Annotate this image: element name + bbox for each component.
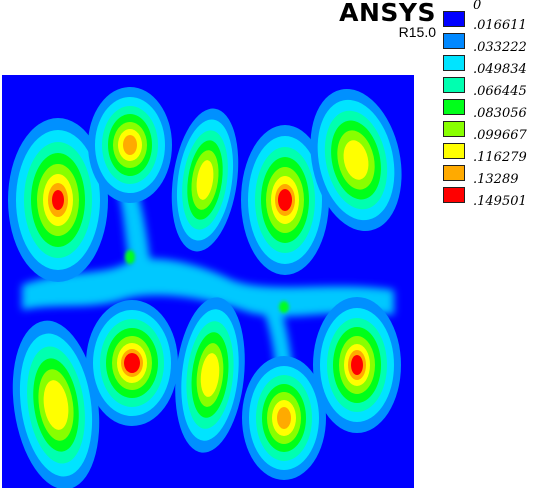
legend-entry: .149501 [443,180,538,209]
contour-blob [242,356,326,480]
legend-label: .13289 [473,172,519,187]
legend-label: .033222 [473,40,527,55]
legend-label: .116279 [473,150,527,165]
legend-swatch [443,99,465,115]
contour-blob [175,297,245,453]
legend-swatch [443,11,465,27]
legend-entry: .049834 [443,48,538,77]
legend-entry: .033222 [443,26,538,55]
contour-legend: 0 .016611 .033222 .049834 .066445 .08305… [443,0,538,209]
legend-label: 0 [473,0,482,13]
legend-label: .083056 [473,106,527,121]
legend-entry: .066445 [443,70,538,99]
version-label: R15.0 [398,24,436,40]
contour-plot [2,75,414,488]
legend-swatch [443,143,465,159]
legend-entry: .13289 [443,158,538,187]
contour-blob [8,118,108,282]
legend-swatch [443,77,465,93]
legend-swatch [443,165,465,181]
legend-label: .016611 [473,18,527,33]
legend-swatch [443,187,465,203]
legend-swatch [443,33,465,49]
saddle-spot [125,250,289,313]
legend-label: .149501 [473,194,527,209]
ansys-logo-text: ANSYS [339,0,436,27]
contour-blob [313,297,401,433]
contour-blob [12,320,100,488]
legend-entry: .099667 [443,114,538,143]
contour-blob [171,108,239,252]
contour-blob [86,300,178,426]
legend-label: .099667 [473,128,527,143]
legend-entry: .016611 [443,4,538,33]
legend-label: .066445 [473,84,527,99]
legend-swatch [443,121,465,137]
legend-swatch [443,55,465,71]
contour-blob [88,87,172,203]
legend-entry: .116279 [443,136,538,165]
contour-blob [241,125,329,275]
contour-blob [310,88,402,232]
legend-entry: .083056 [443,92,538,121]
legend-label: .049834 [473,62,527,77]
legend-entry: 0 [443,0,538,20]
